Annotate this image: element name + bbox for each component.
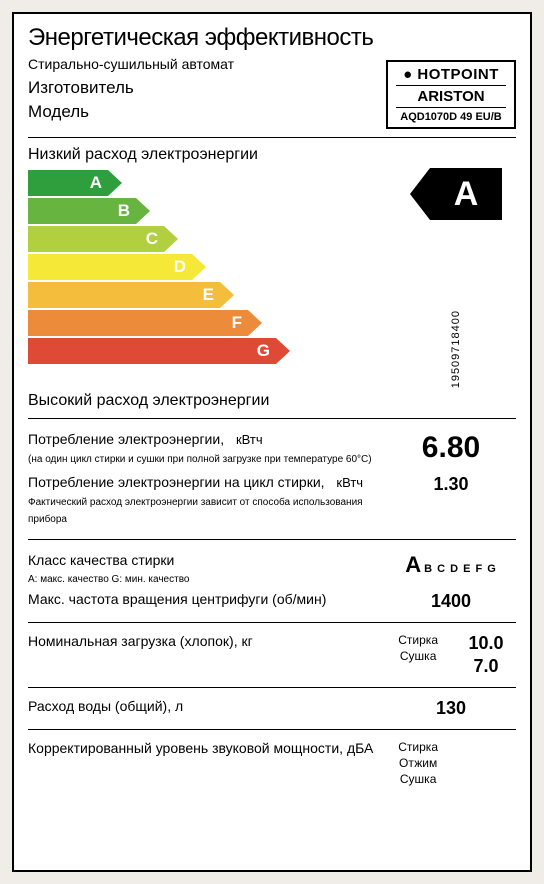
arrow-tip <box>136 198 150 224</box>
product-type: Стирально-сушильный автомат <box>28 56 386 72</box>
consumption-wash-row: Потребление электроэнергии на цикл стирк… <box>28 470 516 531</box>
rating-column: A 19509718400 <box>396 170 516 388</box>
wash-class-value: A B C D E F G <box>386 552 516 578</box>
divider <box>28 137 516 138</box>
water-row: Расход воды (общий), л 130 <box>28 694 516 723</box>
arrow-tip <box>192 254 206 280</box>
brand-line1: HOTPOINT <box>396 66 506 83</box>
wash-class-label: Класс качества стирки A: макс. качество … <box>28 552 386 587</box>
efficiency-arrow-g: G <box>28 338 384 364</box>
arrow-letter: A <box>28 170 108 196</box>
arrow-tip <box>108 170 122 196</box>
efficiency-arrow-e: E <box>28 282 384 308</box>
energy-label: Энергетическая эффективность Стирально-с… <box>12 12 532 872</box>
manufacturer-label: Изготовитель <box>28 78 386 98</box>
arrow-letter: D <box>28 254 192 280</box>
load-values: Стирка Сушка 10.0 7.0 <box>398 633 516 677</box>
arrow-tip <box>248 310 262 336</box>
divider <box>28 729 516 730</box>
arrow-letter: E <box>28 282 220 308</box>
arrow-letter: C <box>28 226 164 252</box>
wash-class-row: Класс качества стирки A: макс. качество … <box>28 548 516 591</box>
arrow-tip <box>164 226 178 252</box>
consumption-wash-label: Потребление электроэнергии на цикл стирк… <box>28 474 386 527</box>
model-code: AQD1070D 49 EU/B <box>396 107 506 123</box>
rating-arrow: A <box>410 168 502 220</box>
rating-letter: A <box>430 168 502 220</box>
model-label: Модель <box>28 102 386 122</box>
spin-speed-label: Макс. частота вращения центрифуги (об/ми… <box>28 591 386 609</box>
water-value: 130 <box>386 698 516 719</box>
arrow-tip <box>220 282 234 308</box>
efficiency-arrow-f: F <box>28 310 384 336</box>
arrow-tip <box>276 338 290 364</box>
divider <box>28 687 516 688</box>
load-label: Номинальная загрузка (хлопок), кг <box>28 633 398 651</box>
noise-values: Стирка Отжим Сушка <box>398 740 516 786</box>
load-numbers: 10.0 7.0 <box>456 633 516 677</box>
efficiency-arrow-b: B <box>28 198 384 224</box>
energy-chart: ABCDEFG A 19509718400 <box>28 170 516 388</box>
noise-sublabels: Стирка Отжим Сушка <box>398 740 438 786</box>
header: Стирально-сушильный автомат Изготовитель… <box>28 56 516 129</box>
efficiency-arrow-a: A <box>28 170 384 196</box>
water-label: Расход воды (общий), л <box>28 698 386 716</box>
noise-row: Корректированный уровень звуковой мощнос… <box>28 736 516 790</box>
arrow-letter: B <box>28 198 136 224</box>
consumption-cycle-value: 6.80 <box>386 431 516 465</box>
consumption-wash-value: 1.30 <box>386 474 516 495</box>
divider <box>28 539 516 540</box>
consumption-cycle-label: Потребление электроэнергии, кВтч (на оди… <box>28 431 386 466</box>
rating-arrow-tip <box>410 168 430 220</box>
efficiency-arrow-c: C <box>28 226 384 252</box>
spin-speed-value: 1400 <box>386 591 516 612</box>
brand-line2: ARISTON <box>396 85 506 105</box>
high-energy-label: Высокий расход электроэнергии <box>28 392 516 410</box>
divider <box>28 622 516 623</box>
arrow-letter: G <box>28 338 276 364</box>
load-sublabels: Стирка Сушка <box>398 633 438 663</box>
header-left: Стирально-сушильный автомат Изготовитель… <box>28 56 386 122</box>
spin-speed-row: Макс. частота вращения центрифуги (об/ми… <box>28 591 516 616</box>
title: Энергетическая эффективность <box>28 24 516 52</box>
load-row: Номинальная загрузка (хлопок), кг Стирка… <box>28 629 516 681</box>
efficiency-arrows: ABCDEFG <box>28 170 384 366</box>
arrow-letter: F <box>28 310 248 336</box>
brand-box: HOTPOINT ARISTON AQD1070D 49 EU/B <box>386 60 516 129</box>
divider <box>28 418 516 419</box>
noise-label: Корректированный уровень звуковой мощнос… <box>28 740 398 758</box>
consumption-cycle-row: Потребление электроэнергии, кВтч (на оди… <box>28 427 516 470</box>
serial-number: 19509718400 <box>450 310 462 388</box>
efficiency-arrow-d: D <box>28 254 384 280</box>
low-energy-label: Низкий расход электроэнергии <box>28 146 516 164</box>
